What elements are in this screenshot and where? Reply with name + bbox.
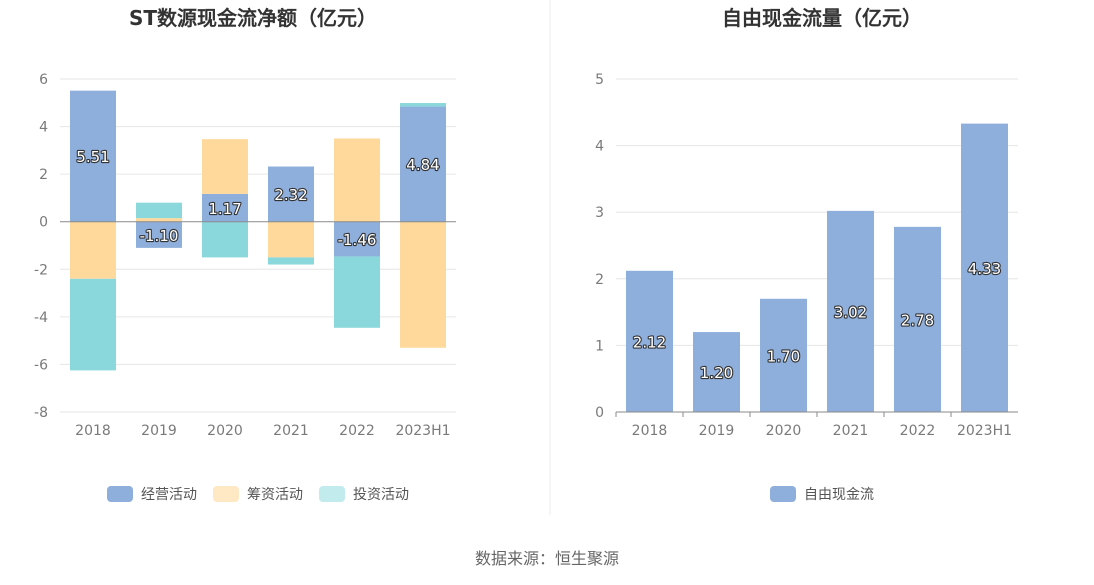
right-bar	[961, 123, 1008, 412]
right-bar	[626, 270, 673, 412]
right-x-tick-label: 2023H1	[957, 423, 1012, 439]
right-data-label: 2.78	[901, 311, 934, 329]
left-y-tick-label: 2	[39, 167, 48, 183]
left-y-tick-label: -4	[34, 310, 48, 326]
left-x-tick-label: 2020	[207, 423, 243, 439]
left-data-label: -1.10	[140, 227, 179, 245]
right-y-tick-label: 5	[595, 72, 604, 88]
left-bar	[136, 218, 182, 222]
left-bar	[400, 103, 446, 107]
left-bar	[334, 256, 380, 328]
right-y-tick-label: 3	[595, 205, 604, 221]
right-data-label: 1.20	[700, 364, 733, 382]
left-data-label: 5.51	[76, 148, 109, 166]
right-data-label: 1.70	[767, 347, 800, 365]
left-bar	[334, 138, 380, 222]
left-data-label: 4.84	[406, 156, 439, 174]
right-bar	[760, 298, 807, 412]
right-x-tick-label: 2021	[833, 423, 869, 439]
right-y-tick-label: 0	[595, 405, 604, 421]
right-chart-title: 自由现金流量（亿元）	[722, 6, 922, 30]
right-bar	[693, 332, 740, 412]
left-x-tick-label: 2022	[339, 423, 375, 439]
left-y-tick-label: -8	[34, 405, 48, 421]
free-cashflow-chart: 自由现金流量（亿元） 5 4 3 2 1 0 2018 2.12 2019 1.20 2020 1.7…	[595, 6, 1018, 503]
right-data-label: 2.12	[633, 333, 666, 351]
left-legend-swatch	[213, 486, 239, 502]
right-bar	[894, 226, 941, 412]
left-data-label: 1.17	[208, 200, 241, 218]
left-y-tick-label: 6	[39, 72, 48, 88]
right-x-tick-label: 2022	[900, 423, 936, 439]
left-y-tick-label: 4	[39, 120, 48, 136]
left-legend-swatch	[107, 486, 133, 502]
left-x-tick-label: 2018	[75, 423, 111, 439]
left-bar	[70, 90, 116, 222]
right-x-tick-label: 2018	[632, 423, 668, 439]
left-x-tick-label: 2021	[273, 423, 309, 439]
left-bar	[268, 257, 314, 265]
left-legend-label: 经营活动	[141, 487, 197, 503]
right-bar	[827, 210, 874, 412]
left-bar	[70, 221, 116, 279]
right-legend-swatch	[770, 486, 796, 502]
left-y-tick-label: 0	[39, 215, 48, 231]
left-legend-swatch	[319, 486, 345, 502]
left-legend-label: 投资活动	[353, 487, 409, 503]
right-x-tick-label: 2020	[766, 423, 802, 439]
right-y-tick-label: 1	[595, 338, 604, 354]
left-bar	[268, 166, 314, 222]
left-bar	[334, 221, 380, 257]
left-bar	[202, 221, 248, 258]
left-bar	[400, 221, 446, 348]
left-x-tick-label: 2019	[141, 423, 177, 439]
left-data-label: -1.46	[338, 231, 377, 249]
left-y-tick-label: -6	[34, 357, 48, 373]
left-bar	[136, 221, 182, 248]
data-source: 数据来源：恒生聚源	[474, 549, 619, 568]
left-x-tick-label: 2023H1	[395, 423, 450, 439]
left-bar	[70, 278, 116, 371]
right-y-tick-label: 2	[595, 272, 604, 288]
cashflow-net-chart: ST数源现金流净额（亿元） 6 4 2 0 -2 -4 -6 -8 2018 5.51 2019 -1…	[34, 6, 456, 503]
left-legend-label: 筹资活动	[247, 486, 303, 503]
right-data-label: 3.02	[834, 303, 867, 321]
right-data-label: 4.33	[968, 260, 1001, 278]
left-data-label: 2.32	[274, 186, 307, 204]
right-x-tick-label: 2019	[699, 423, 735, 439]
left-bar	[400, 106, 446, 222]
left-bar	[268, 221, 314, 258]
left-bar	[202, 193, 248, 222]
left-chart-title: ST数源现金流净额（亿元）	[129, 6, 377, 30]
right-legend-label: 自由现金流	[804, 487, 874, 503]
left-bar	[136, 202, 182, 219]
right-y-tick-label: 4	[595, 139, 604, 155]
left-y-tick-label: -2	[34, 262, 48, 278]
left-bar	[202, 139, 248, 194]
